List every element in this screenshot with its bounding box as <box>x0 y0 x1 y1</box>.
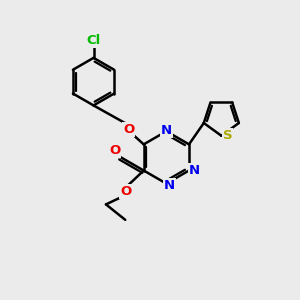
Text: N: N <box>189 164 200 177</box>
Text: O: O <box>120 185 131 198</box>
Text: S: S <box>223 129 233 142</box>
Text: O: O <box>109 144 120 157</box>
Text: O: O <box>123 123 134 136</box>
Text: Cl: Cl <box>86 34 101 47</box>
Text: N: N <box>161 124 172 137</box>
Text: N: N <box>164 178 175 192</box>
